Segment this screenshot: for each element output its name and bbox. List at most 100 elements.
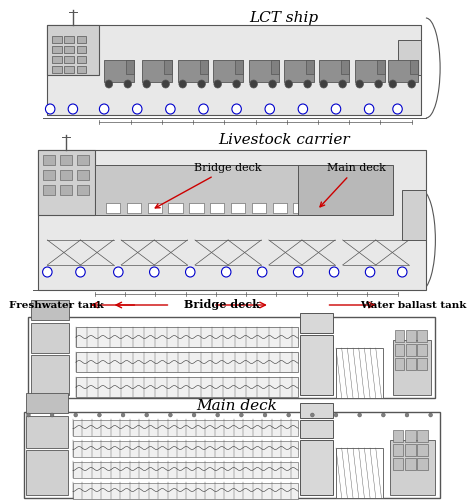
Circle shape <box>232 104 241 114</box>
Bar <box>335 203 349 213</box>
Bar <box>73 420 298 436</box>
Circle shape <box>304 80 311 88</box>
Bar <box>26 416 68 448</box>
Bar <box>26 393 68 413</box>
Bar <box>306 60 314 74</box>
Bar <box>249 60 279 82</box>
Circle shape <box>46 104 55 114</box>
Text: Livestock carrier: Livestock carrier <box>218 133 350 147</box>
Bar <box>336 448 383 498</box>
Bar <box>178 60 208 82</box>
Bar <box>64 46 74 53</box>
Bar <box>43 170 55 180</box>
Bar <box>341 60 349 74</box>
Circle shape <box>121 413 125 417</box>
Circle shape <box>331 104 341 114</box>
Bar <box>77 155 89 165</box>
Bar <box>252 203 266 213</box>
Circle shape <box>150 267 159 277</box>
Bar <box>210 203 224 213</box>
Bar <box>76 377 298 397</box>
Bar <box>26 450 68 495</box>
Bar <box>104 60 135 82</box>
Circle shape <box>192 413 196 417</box>
Circle shape <box>365 104 374 114</box>
Bar <box>24 412 440 498</box>
Bar <box>77 185 89 195</box>
Bar <box>38 150 426 290</box>
Bar <box>148 203 162 213</box>
Bar <box>393 458 403 470</box>
Circle shape <box>76 267 85 277</box>
Circle shape <box>199 104 208 114</box>
Circle shape <box>365 267 375 277</box>
Bar <box>106 203 120 213</box>
Circle shape <box>168 413 172 417</box>
Circle shape <box>320 80 328 88</box>
Circle shape <box>287 413 291 417</box>
Circle shape <box>375 80 383 88</box>
Bar <box>43 155 55 165</box>
Circle shape <box>162 80 169 88</box>
Bar <box>64 36 74 43</box>
Bar <box>390 440 436 495</box>
Bar <box>406 358 416 370</box>
Bar <box>77 36 86 43</box>
Bar <box>300 313 333 333</box>
Circle shape <box>263 413 267 417</box>
Bar <box>235 60 243 74</box>
Bar <box>142 60 172 82</box>
Bar <box>47 25 100 75</box>
Circle shape <box>293 267 303 277</box>
Circle shape <box>269 80 276 88</box>
Circle shape <box>143 80 151 88</box>
Bar <box>164 60 172 74</box>
Circle shape <box>179 80 186 88</box>
Bar <box>336 348 383 398</box>
Bar <box>31 300 69 320</box>
Bar <box>393 430 403 442</box>
Circle shape <box>408 80 416 88</box>
Bar <box>319 60 349 82</box>
Bar <box>126 60 135 74</box>
Bar <box>300 335 333 395</box>
Bar <box>418 330 427 342</box>
Circle shape <box>429 413 433 417</box>
Circle shape <box>285 80 292 88</box>
Circle shape <box>221 267 231 277</box>
Bar <box>300 420 333 438</box>
Text: Main deck: Main deck <box>320 163 385 207</box>
Circle shape <box>165 104 175 114</box>
Text: Freshwater tank: Freshwater tank <box>9 301 104 310</box>
Bar <box>273 203 287 213</box>
Bar <box>355 60 385 82</box>
Bar <box>298 165 393 215</box>
Bar <box>356 203 370 213</box>
Bar <box>60 185 72 195</box>
Bar <box>406 344 416 356</box>
Circle shape <box>68 104 78 114</box>
Bar <box>38 150 95 215</box>
Bar <box>377 60 385 74</box>
Circle shape <box>100 104 109 114</box>
Bar <box>418 358 427 370</box>
Bar <box>77 170 89 180</box>
Bar <box>300 403 333 418</box>
Bar <box>77 46 86 53</box>
Bar <box>73 462 298 478</box>
Bar <box>52 66 62 73</box>
Bar <box>52 36 62 43</box>
Bar <box>271 60 279 74</box>
Circle shape <box>27 413 30 417</box>
Circle shape <box>356 80 364 88</box>
Bar <box>60 170 72 180</box>
Bar <box>393 444 403 456</box>
Bar <box>47 25 421 115</box>
Circle shape <box>114 267 123 277</box>
Circle shape <box>216 413 219 417</box>
Text: Bridge deck: Bridge deck <box>155 163 262 208</box>
Bar <box>405 430 416 442</box>
Bar <box>213 60 243 82</box>
Bar <box>43 185 55 195</box>
Circle shape <box>310 413 314 417</box>
